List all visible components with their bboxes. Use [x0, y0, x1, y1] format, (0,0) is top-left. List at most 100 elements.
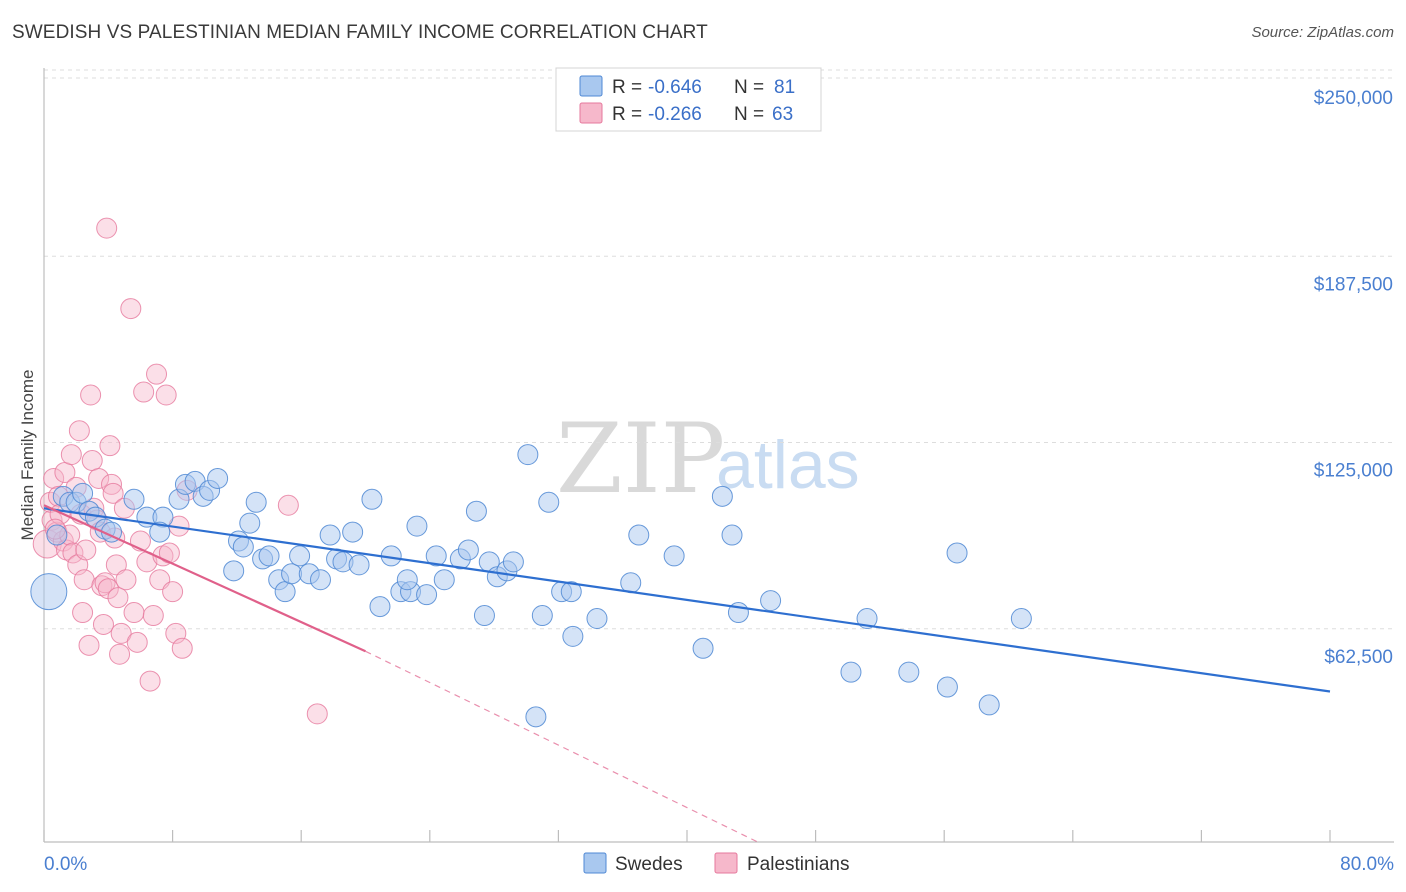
- palestinians-point: [94, 572, 116, 594]
- swedes-point: [465, 500, 487, 522]
- bottom-legend-swatch-swedes: [583, 852, 607, 874]
- palestinians-point: [60, 444, 82, 466]
- y-axis-tick-labels: $62,500 $125,000 $187,500 $250,000: [1314, 88, 1393, 668]
- legend-n-value-swedes: 81: [774, 77, 795, 98]
- y-axis-label: Median Family Income: [18, 369, 37, 540]
- x-axis-min-label: 0.0%: [44, 854, 87, 875]
- legend-n-label-swedes: N =: [734, 77, 764, 98]
- legend-swatch-palestinians: [579, 102, 603, 124]
- palestinians-point: [133, 381, 155, 403]
- swedes-point: [72, 482, 94, 504]
- palestinians-point: [146, 363, 168, 385]
- swedes-point: [396, 569, 418, 591]
- palestinians-point: [139, 670, 161, 692]
- palestinians-point: [62, 542, 84, 564]
- legend-swatch-swedes: [579, 75, 603, 97]
- swedes-point: [207, 467, 229, 489]
- swedes-point: [898, 661, 920, 683]
- swedes-point: [245, 491, 267, 513]
- palestinians-point: [109, 643, 131, 665]
- swedes-point: [30, 573, 68, 611]
- palestinians-point: [102, 482, 124, 504]
- trend-lines: [43, 504, 1331, 843]
- swedes-point: [946, 542, 968, 564]
- palestinians-point: [171, 637, 193, 659]
- palestinians-point: [96, 217, 118, 239]
- swedes-point: [978, 694, 1000, 716]
- palestinians-point: [110, 622, 132, 644]
- swedes-point: [289, 545, 311, 567]
- swedes-point: [406, 515, 428, 537]
- swedes-point: [525, 706, 547, 728]
- swedes-point: [342, 521, 364, 543]
- palestinians-trend-line: [43, 504, 366, 653]
- bottom-legend-label-swedes: Swedes: [615, 854, 683, 875]
- swedes-point: [361, 488, 383, 510]
- palestinians-points: [32, 217, 328, 725]
- swedes-point: [46, 524, 68, 546]
- palestinians-point: [277, 494, 299, 516]
- swedes-point: [274, 581, 296, 603]
- swedes-point: [457, 539, 479, 561]
- swedes-point: [628, 524, 650, 546]
- swedes-point: [692, 637, 714, 659]
- palestinians-point: [75, 539, 97, 561]
- palestinians-point: [105, 554, 127, 576]
- swedes-point: [531, 605, 553, 627]
- swedes-point: [856, 608, 878, 629]
- swedes-point: [620, 572, 642, 594]
- swedes-trend-line: [43, 507, 1331, 693]
- swedes-point: [319, 524, 341, 546]
- bottom-legend-swatch-palestinians: [714, 852, 738, 874]
- swedes-point: [149, 521, 171, 543]
- y-tick-label: $187,500: [1314, 274, 1393, 295]
- swedes-points: [30, 444, 1032, 728]
- swedes-point: [1010, 608, 1032, 629]
- swedes-point: [502, 551, 524, 573]
- swedes-point: [223, 560, 245, 582]
- palestinians-point: [123, 602, 145, 624]
- swedes-point: [123, 488, 145, 510]
- palestinians-point: [155, 384, 177, 406]
- swedes-point: [936, 676, 958, 698]
- palestinians-point: [101, 473, 123, 495]
- x-axis-max-label: 80.0%: [1340, 854, 1394, 875]
- watermark-atlas: atlas: [716, 427, 860, 503]
- palestinians-point: [126, 631, 148, 653]
- swedes-point: [760, 590, 782, 612]
- legend-n-value-palestinians: 63: [772, 104, 793, 125]
- legend-r-value-swedes: -0.646: [648, 77, 702, 98]
- palestinians-point: [43, 467, 65, 489]
- swedes-point: [840, 661, 862, 683]
- bottom-legend-label-palestinians: Palestinians: [747, 854, 849, 875]
- palestinians-point: [80, 384, 102, 406]
- palestinians-point: [120, 298, 142, 320]
- y-tick-label: $125,000: [1314, 461, 1393, 482]
- swedes-point: [663, 545, 685, 567]
- swedes-point: [721, 524, 743, 546]
- palestinians-point: [115, 569, 137, 591]
- palestinians-point: [142, 605, 164, 627]
- swedes-point: [258, 545, 280, 567]
- swedes-point: [281, 563, 303, 585]
- series-legend: Swedes Palestinians: [583, 852, 849, 875]
- swedes-point: [517, 444, 539, 466]
- source-credit: Source: ZipAtlas.com: [1251, 24, 1394, 41]
- swedes-point: [309, 569, 331, 591]
- palestinians-point: [72, 602, 94, 624]
- swedes-point: [348, 554, 370, 576]
- legend-r-label-swedes: R =: [612, 77, 642, 98]
- legend-n-label-palestinians: N =: [734, 104, 764, 125]
- swedes-point: [586, 608, 608, 629]
- palestinians-point: [162, 581, 184, 603]
- swedes-point: [711, 485, 733, 507]
- x-axis-ticks: [43, 830, 1331, 842]
- swedes-point: [538, 491, 560, 513]
- swedes-point: [473, 605, 495, 627]
- y-tick-label: $250,000: [1314, 88, 1393, 109]
- legend-r-value-palestinians: -0.266: [648, 104, 702, 125]
- swedes-point: [560, 581, 582, 603]
- palestinians-point: [99, 435, 121, 457]
- swedes-point: [433, 569, 455, 591]
